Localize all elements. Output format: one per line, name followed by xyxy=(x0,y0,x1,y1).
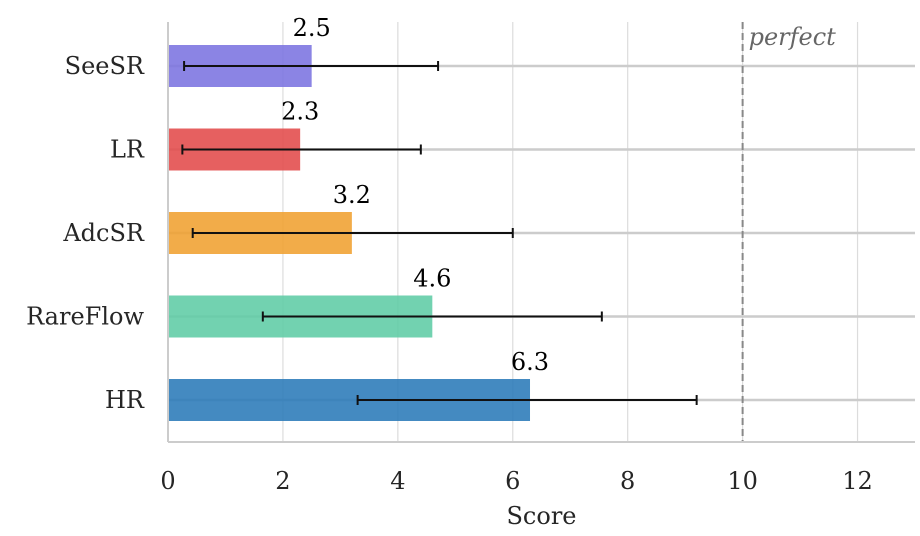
error-bar-AdcSR xyxy=(191,228,514,238)
category-label-SeeSR: SeeSR xyxy=(65,52,145,80)
error-bar-SeeSR xyxy=(183,61,440,71)
x-tick-label-0: 0 xyxy=(160,467,175,495)
x-tick-label-10: 10 xyxy=(727,467,758,495)
error-bar-HR xyxy=(356,395,698,405)
category-label-RareFlow: RareFlow xyxy=(26,303,144,331)
reference-line-group: perfect xyxy=(741,22,837,442)
category-label-AdcSR: AdcSR xyxy=(62,219,145,247)
value-label-AdcSR: 3.2 xyxy=(333,181,371,209)
x-tick-label-12: 12 xyxy=(842,467,873,495)
category-labels: SeeSR LR AdcSR RareFlow HR xyxy=(26,52,145,414)
x-tick-labels: 0 2 4 6 8 10 12 xyxy=(160,467,872,495)
axes xyxy=(167,22,915,443)
x-tick-label-2: 2 xyxy=(275,467,290,495)
value-labels: 2.5 2.3 3.2 4.6 6.3 xyxy=(281,14,549,376)
error-bar-LR xyxy=(181,144,422,155)
value-label-LR: 2.3 xyxy=(281,98,319,126)
x-tick-label-4: 4 xyxy=(390,467,405,495)
value-label-RareFlow: 4.6 xyxy=(413,265,451,293)
category-label-LR: LR xyxy=(110,136,145,164)
x-axis-title: Score xyxy=(506,502,576,530)
reference-line-label: perfect xyxy=(749,23,837,51)
error-bars xyxy=(181,61,698,405)
x-tick-label-6: 6 xyxy=(505,467,520,495)
category-label-HR: HR xyxy=(105,386,145,414)
value-label-HR: 6.3 xyxy=(511,348,549,376)
x-tick-label-8: 8 xyxy=(620,467,635,495)
value-label-SeeSR: 2.5 xyxy=(293,14,331,42)
error-bar-RareFlow xyxy=(261,311,603,322)
